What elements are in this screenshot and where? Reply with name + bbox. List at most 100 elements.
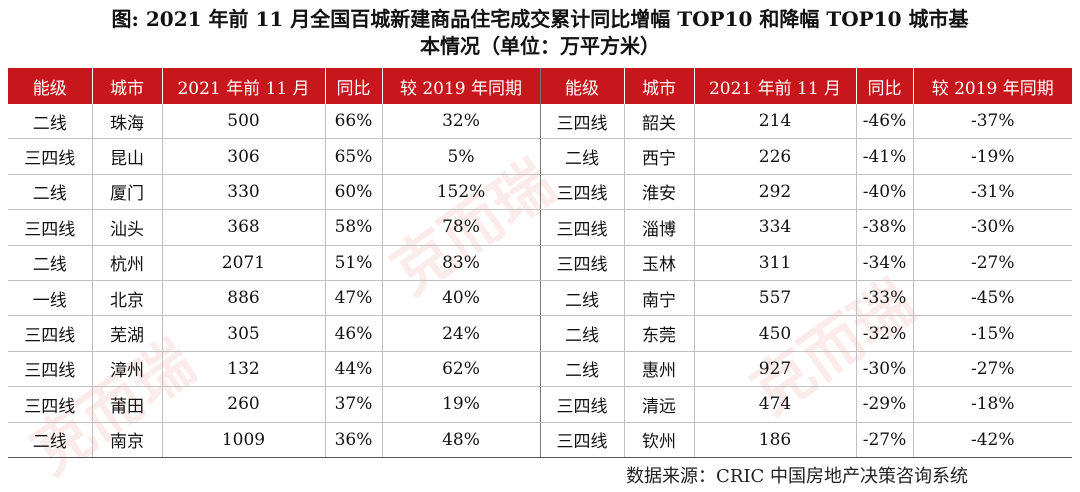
decrease-volume-cell: 311 [693, 245, 856, 281]
increase-volume-cell: 330 [161, 174, 325, 211]
decrease-vs2019-cell: -15% [912, 315, 1072, 352]
table-row: 三四线 昆山 306 65% 5% 二线 西宁 226 -41% -19% [8, 138, 1072, 175]
decrease-city-cell: 西宁 [623, 138, 694, 175]
decrease-city-cell: 淮安 [623, 174, 694, 211]
increase-city-cell: 珠海 [91, 104, 162, 140]
decrease-city-cell: 惠州 [623, 351, 694, 388]
increase-volume-cell: 305 [161, 315, 325, 352]
increase-tier-cell: 三四线 [8, 315, 92, 352]
table-row: 三四线 莆田 260 37% 19% 三四线 清远 474 -29% -18% [8, 386, 1072, 423]
increase-tier-cell: 二线 [8, 104, 92, 140]
decrease-tier-cell: 三四线 [539, 174, 624, 211]
decrease-vs2019-cell: -27% [912, 351, 1072, 388]
figure-title-line2: 本情况（单位：万平方米） [420, 34, 660, 58]
increase-volume-cell: 260 [161, 386, 325, 423]
city-ranking-table: 能级 城市 2021 年前 11 月 同比 较 2019 年同期 能级 城市 2… [8, 68, 1072, 458]
increase-tier-cell: 三四线 [8, 386, 92, 423]
increase-yoy-cell: 51% [324, 245, 382, 281]
increase-vs2019-cell: 62% [381, 351, 540, 388]
decrease-volume-cell: 450 [693, 315, 856, 352]
decrease-yoy-cell: -38% [855, 209, 913, 246]
decrease-yoy-cell: -40% [855, 174, 913, 211]
table-row: 二线 厦门 330 60% 152% 三四线 淮安 292 -40% -31% [8, 174, 1072, 211]
increase-yoy-cell: 47% [324, 280, 382, 317]
increase-city-cell: 汕头 [91, 209, 162, 246]
figure-title-line1: 图: 2021 年前 11 月全国百城新建商品住宅成交累计同比增幅 TOP10 … [111, 7, 969, 31]
decrease-yoy-cell: -32% [855, 315, 913, 352]
increase-tier-cell: 一线 [8, 280, 92, 317]
header-yoy-left: 同比 [324, 68, 382, 104]
increase-yoy-cell: 36% [324, 422, 382, 458]
decrease-volume-cell: 334 [693, 209, 856, 246]
increase-volume-cell: 132 [161, 351, 325, 388]
increase-tier-cell: 三四线 [8, 209, 92, 246]
increase-city-cell: 杭州 [91, 245, 162, 281]
increase-city-cell: 北京 [91, 280, 162, 317]
decrease-city-cell: 清远 [623, 386, 694, 423]
increase-yoy-cell: 46% [324, 315, 382, 352]
figure-title: 图: 2021 年前 11 月全国百城新建商品住宅成交累计同比增幅 TOP10 … [0, 6, 1080, 60]
decrease-volume-cell: 474 [693, 386, 856, 423]
decrease-city-cell: 淄博 [623, 209, 694, 246]
increase-volume-cell: 2071 [161, 245, 325, 281]
decrease-volume-cell: 927 [693, 351, 856, 388]
header-yoy-right: 同比 [855, 68, 913, 104]
increase-yoy-cell: 44% [324, 351, 382, 388]
increase-volume-cell: 500 [161, 104, 325, 140]
increase-vs2019-cell: 83% [381, 245, 540, 281]
increase-volume-cell: 368 [161, 209, 325, 246]
decrease-volume-cell: 292 [693, 174, 856, 211]
decrease-vs2019-cell: -19% [912, 138, 1072, 175]
increase-city-cell: 漳州 [91, 351, 162, 388]
increase-vs2019-cell: 24% [381, 315, 540, 352]
decrease-vs2019-cell: -45% [912, 280, 1072, 317]
decrease-vs2019-cell: -37% [912, 104, 1072, 140]
decrease-vs2019-cell: -18% [912, 386, 1072, 423]
decrease-yoy-cell: -29% [855, 386, 913, 423]
increase-vs2019-cell: 152% [381, 174, 540, 211]
decrease-yoy-cell: -33% [855, 280, 913, 317]
header-volume-left: 2021 年前 11 月 [161, 68, 325, 104]
increase-city-cell: 芜湖 [91, 315, 162, 352]
decrease-volume-cell: 214 [693, 104, 856, 140]
header-city-left: 城市 [91, 68, 162, 104]
data-source: 数据来源：CRIC 中国房地产决策咨询系统 [626, 466, 968, 487]
decrease-city-cell: 南宁 [623, 280, 694, 317]
decrease-tier-cell: 二线 [539, 280, 624, 317]
decrease-tier-cell: 二线 [539, 138, 624, 175]
decrease-yoy-cell: -46% [855, 104, 913, 140]
decrease-vs2019-cell: -30% [912, 209, 1072, 246]
decrease-tier-cell: 三四线 [539, 386, 624, 423]
decrease-vs2019-cell: -31% [912, 174, 1072, 211]
increase-yoy-cell: 60% [324, 174, 382, 211]
decrease-yoy-cell: -30% [855, 351, 913, 388]
table-row: 二线 杭州 2071 51% 83% 三四线 玉林 311 -34% -27% [8, 245, 1072, 281]
header-tier-left: 能级 [8, 68, 92, 104]
decrease-yoy-cell: -27% [855, 422, 913, 458]
increase-vs2019-cell: 48% [381, 422, 540, 458]
decrease-tier-cell: 三四线 [539, 209, 624, 246]
increase-city-cell: 南京 [91, 422, 162, 458]
increase-vs2019-cell: 5% [381, 138, 540, 175]
decrease-yoy-cell: -34% [855, 245, 913, 281]
header-vs2019-left: 较 2019 年同期 [381, 68, 540, 104]
table-row: 三四线 芜湖 305 46% 24% 二线 东莞 450 -32% -15% [8, 315, 1072, 352]
table-body: 二线 珠海 500 66% 32% 三四线 韶关 214 -46% -37% 三四线 昆山 306 65%… [8, 104, 1072, 458]
table-row: 二线 珠海 500 66% 32% 三四线 韶关 214 -46% -37% [8, 104, 1072, 140]
increase-volume-cell: 886 [161, 280, 325, 317]
table-header-row: 能级 城市 2021 年前 11 月 同比 较 2019 年同期 能级 城市 2… [8, 68, 1072, 104]
decrease-volume-cell: 557 [693, 280, 856, 317]
table-row: 三四线 漳州 132 44% 62% 二线 惠州 927 -30% -27% [8, 351, 1072, 388]
increase-city-cell: 昆山 [91, 138, 162, 175]
increase-city-cell: 莆田 [91, 386, 162, 423]
decrease-volume-cell: 186 [693, 422, 856, 458]
increase-volume-cell: 1009 [161, 422, 325, 458]
increase-tier-cell: 二线 [8, 422, 92, 458]
decrease-city-cell: 钦州 [623, 422, 694, 458]
increase-tier-cell: 三四线 [8, 138, 92, 175]
increase-volume-cell: 306 [161, 138, 325, 175]
table-row: 二线 南京 1009 36% 48% 三四线 钦州 186 -27% -42% [8, 422, 1072, 458]
increase-vs2019-cell: 32% [381, 104, 540, 140]
decrease-vs2019-cell: -27% [912, 245, 1072, 281]
decrease-vs2019-cell: -42% [912, 422, 1072, 458]
